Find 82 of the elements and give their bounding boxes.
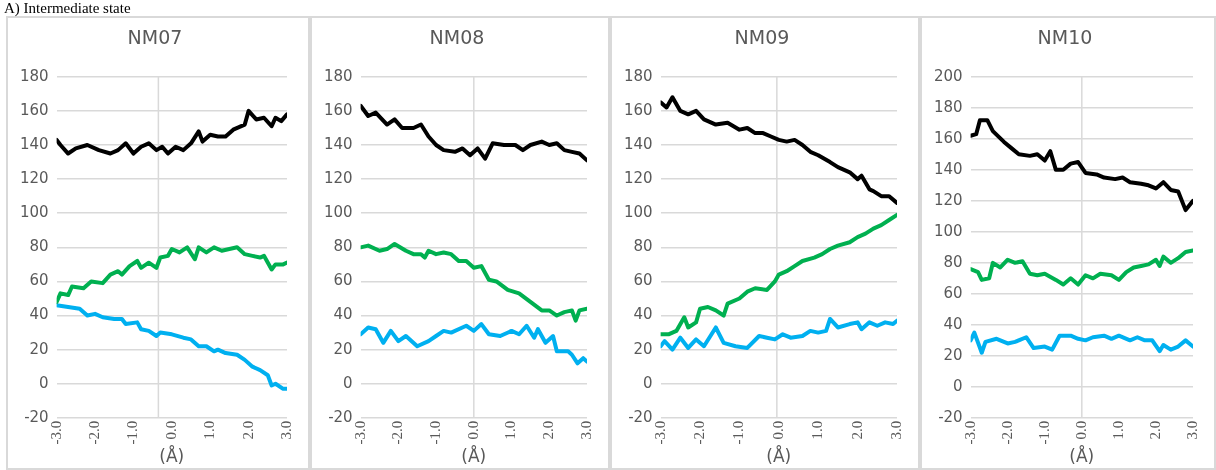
x-axis-title: (Å) — [461, 445, 487, 467]
x-axis-title: (Å) — [159, 445, 185, 467]
x-tick-label: -2.0 — [85, 420, 102, 445]
x-tick-label: 1.0 — [809, 420, 826, 440]
y-tick-label: 100 — [19, 203, 49, 222]
x-tick-label: 1.0 — [502, 420, 519, 440]
y-tick-label: 20 — [633, 339, 653, 358]
y-tick-label: 60 — [633, 271, 653, 290]
y-tick-label: -20 — [328, 407, 353, 426]
x-tick-label: -3.0 — [961, 420, 978, 445]
y-tick-label: 40 — [633, 305, 653, 324]
text: A) Intermediate state — [4, 0, 131, 16]
y-tick-label: 80 — [29, 237, 49, 256]
chart-title: NM10 — [1037, 26, 1093, 49]
x-tick-label: 1.0 — [1109, 420, 1126, 440]
y-tick-label: 100 — [933, 221, 963, 240]
x-tick-label: 2.0 — [540, 420, 557, 440]
y-tick-label: 60 — [333, 271, 353, 290]
y-tick-label: 100 — [623, 203, 653, 222]
y-tick-label: 20 — [333, 339, 353, 358]
y-tick-label: 0 — [39, 373, 49, 392]
y-tick-label: 160 — [323, 100, 353, 119]
x-tick-label: -3.0 — [651, 420, 668, 445]
x-tick-label: 0.0 — [1072, 420, 1089, 440]
y-tick-label: 0 — [343, 373, 353, 392]
y-tick-label: 120 — [19, 169, 49, 188]
y-tick-label: 40 — [29, 305, 49, 324]
x-tick-label: 3.0 — [1183, 420, 1200, 440]
y-tick-label: 180 — [19, 66, 49, 85]
x-tick-label: -2.0 — [690, 420, 707, 445]
y-tick-label: -20 — [938, 407, 963, 426]
x-tick-label: 2.0 — [239, 420, 256, 440]
chart-title: NM09 — [734, 26, 790, 49]
x-tick-label: -1.0 — [124, 420, 141, 445]
y-tick-label: 140 — [323, 134, 353, 153]
x-tick-label: -2.0 — [389, 420, 406, 445]
y-tick-label: 80 — [333, 237, 353, 256]
x-tick-label: 2.0 — [1146, 420, 1163, 440]
y-tick-label: 60 — [29, 271, 49, 290]
y-tick-label: 80 — [633, 237, 653, 256]
chart-title: NM07 — [127, 26, 183, 49]
y-tick-label: 160 — [623, 100, 653, 119]
x-tick-label: 0.0 — [464, 420, 481, 440]
x-tick-label: -1.0 — [730, 420, 747, 445]
x-tick-label: 2.0 — [848, 420, 865, 440]
y-tick-label: 0 — [643, 373, 653, 392]
x-tick-label: -2.0 — [998, 420, 1015, 445]
y-tick-label: 40 — [333, 305, 353, 324]
y-tick-label: 20 — [943, 345, 963, 364]
y-tick-label: 40 — [943, 314, 963, 333]
y-tick-label: 180 — [933, 97, 963, 116]
y-tick-label: 100 — [323, 203, 353, 222]
y-tick-label: 80 — [943, 252, 963, 271]
y-tick-label: -20 — [628, 407, 653, 426]
y-tick-label: 160 — [933, 128, 963, 147]
chart-title: NM08 — [429, 26, 485, 49]
y-tick-label: 180 — [623, 66, 653, 85]
x-axis-title: (Å) — [1069, 445, 1095, 467]
x-tick-label: 3.0 — [887, 420, 904, 440]
x-tick-label: 3.0 — [277, 420, 294, 440]
y-tick-label: 20 — [29, 339, 49, 358]
x-tick-label: -3.0 — [351, 420, 368, 445]
y-tick-label: 200 — [933, 66, 963, 85]
x-tick-label: 3.0 — [577, 420, 594, 440]
x-axis-title: (Å) — [766, 445, 792, 467]
y-tick-label: 120 — [623, 169, 653, 188]
y-tick-label: 120 — [933, 190, 963, 209]
y-tick-label: 160 — [19, 100, 49, 119]
y-tick-label: -20 — [24, 407, 49, 426]
x-tick-label: -1.0 — [427, 420, 444, 445]
y-tick-label: 60 — [943, 283, 963, 302]
y-tick-label: 120 — [323, 169, 353, 188]
y-tick-label: 140 — [623, 134, 653, 153]
x-tick-label: 1.0 — [201, 420, 218, 440]
y-tick-label: 140 — [933, 159, 963, 178]
x-tick-label: 0.0 — [769, 420, 786, 440]
x-tick-label: -1.0 — [1035, 420, 1052, 445]
x-tick-label: -3.0 — [47, 420, 64, 445]
y-tick-label: 0 — [953, 376, 963, 395]
y-tick-label: 140 — [19, 134, 49, 153]
x-tick-label: 0.0 — [162, 420, 179, 440]
y-tick-label: 180 — [323, 66, 353, 85]
